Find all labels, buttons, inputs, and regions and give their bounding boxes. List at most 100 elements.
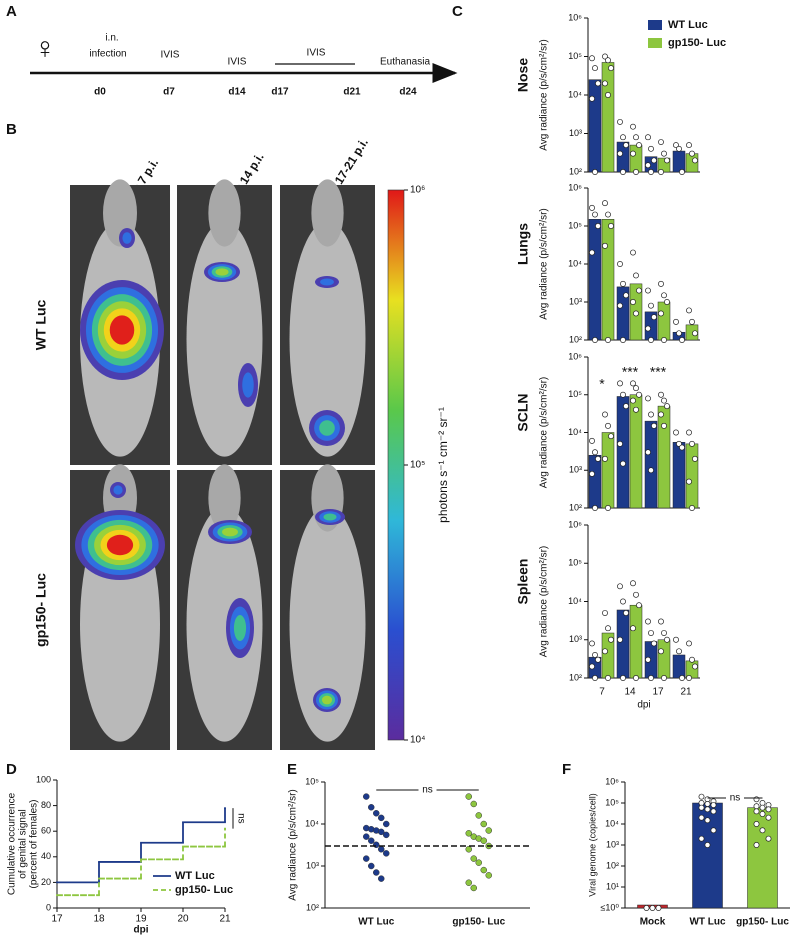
data-point: [698, 814, 705, 821]
bar: [672, 442, 686, 509]
data-point: [608, 433, 614, 440]
panel-label: C: [452, 3, 463, 20]
data-point: [592, 652, 598, 658]
data-point: [617, 150, 623, 157]
x-tick-label: 19: [135, 914, 147, 925]
data-point: [658, 391, 664, 398]
data-point: [630, 150, 636, 157]
timeline-day: d7: [163, 87, 175, 98]
data-point: [686, 142, 692, 149]
y-tick-label: 10⁵: [568, 51, 582, 61]
mouse-body: [186, 221, 263, 457]
bar: [657, 639, 671, 679]
data-point: [648, 302, 654, 309]
timeline-day: d21: [343, 87, 361, 98]
data-point: [645, 325, 651, 332]
data-point: [608, 65, 614, 72]
legend-swatch: [648, 38, 662, 48]
data-point: [633, 675, 639, 681]
y-tick-label: 10²: [569, 334, 582, 344]
legend-label: WT Luc: [175, 870, 215, 882]
signal-blob: [122, 232, 132, 244]
data-point: [630, 249, 636, 256]
data-point: [636, 287, 642, 294]
data-point: [648, 411, 654, 418]
data-point: [633, 169, 639, 175]
data-point: [373, 841, 380, 849]
data-point: [753, 803, 760, 810]
data-point: [692, 157, 698, 164]
data-point: [592, 169, 598, 175]
data-point: [633, 385, 639, 392]
colorbar-label: photons s⁻¹ cm⁻² sr⁻¹: [436, 407, 450, 523]
panel-label: F: [562, 761, 571, 778]
data-point: [373, 810, 380, 817]
y-tick-label: 60: [41, 826, 51, 836]
data-point: [692, 455, 698, 462]
data-point: [592, 449, 598, 456]
data-point: [658, 648, 664, 655]
data-point: [765, 814, 772, 821]
y-tick-label: 10²: [306, 902, 319, 912]
data-point: [595, 656, 601, 663]
data-point: [630, 625, 636, 632]
data-point: [592, 211, 598, 218]
y-tick-label: 10¹: [606, 881, 619, 891]
data-point: [759, 811, 766, 817]
data-point: [595, 455, 601, 462]
legend-label: gp150- Luc: [175, 884, 233, 896]
panel-label: E: [287, 761, 297, 778]
mouse-head: [311, 179, 344, 247]
row-label: gp150- Luc: [33, 573, 49, 647]
data-point: [710, 808, 717, 815]
signal-blob: [215, 268, 229, 276]
data-point: [648, 145, 654, 152]
y-tick-label: 10⁴: [568, 258, 582, 268]
data-point: [704, 801, 711, 807]
data-point: [623, 292, 629, 299]
mouse-head: [208, 179, 241, 247]
data-point: [686, 307, 692, 314]
bar: [644, 420, 658, 509]
data-point: [686, 478, 692, 485]
y-tick-label: 10⁴: [568, 596, 582, 606]
y-axis-label: (percent of females): [29, 800, 40, 889]
data-point: [589, 249, 595, 256]
data-point: [383, 820, 390, 828]
y-axis-label: Avg radiance (p/s/cm²/sr): [539, 39, 550, 151]
data-point: [605, 625, 611, 632]
chart-title: Spleen: [515, 559, 531, 605]
timeline-label: Euthanasia: [380, 57, 430, 68]
data-point: [645, 287, 651, 294]
bar: [672, 654, 686, 679]
data-point: [692, 330, 698, 337]
x-axis-label: dpi: [134, 925, 149, 936]
data-point: [673, 318, 679, 325]
mouse-body: [186, 506, 263, 742]
timeline-day: d24: [399, 87, 417, 98]
significance-label: ***: [622, 364, 639, 380]
bar: [616, 609, 630, 679]
data-point: [658, 139, 664, 145]
data-point: [651, 640, 657, 647]
data-point: [753, 796, 760, 803]
chart-title: Lungs: [515, 223, 531, 265]
data-point: [617, 302, 623, 309]
data-point: [592, 675, 598, 681]
data-point: [658, 618, 664, 625]
data-point: [658, 310, 664, 317]
signal-blob: [242, 372, 254, 398]
y-tick-label: 10³: [569, 465, 582, 475]
y-tick-label: 10⁴: [305, 818, 319, 828]
data-point: [589, 640, 595, 647]
data-point: [686, 429, 692, 436]
y-tick-label: 10⁵: [568, 389, 582, 399]
data-point: [630, 580, 636, 587]
legend-swatch: [648, 20, 662, 30]
y-tick-label: 0: [46, 902, 51, 912]
y-tick-label: 10³: [569, 296, 582, 306]
data-point: [617, 636, 623, 643]
data-point: [658, 280, 664, 287]
data-point: [620, 598, 626, 605]
data-point: [383, 850, 390, 857]
